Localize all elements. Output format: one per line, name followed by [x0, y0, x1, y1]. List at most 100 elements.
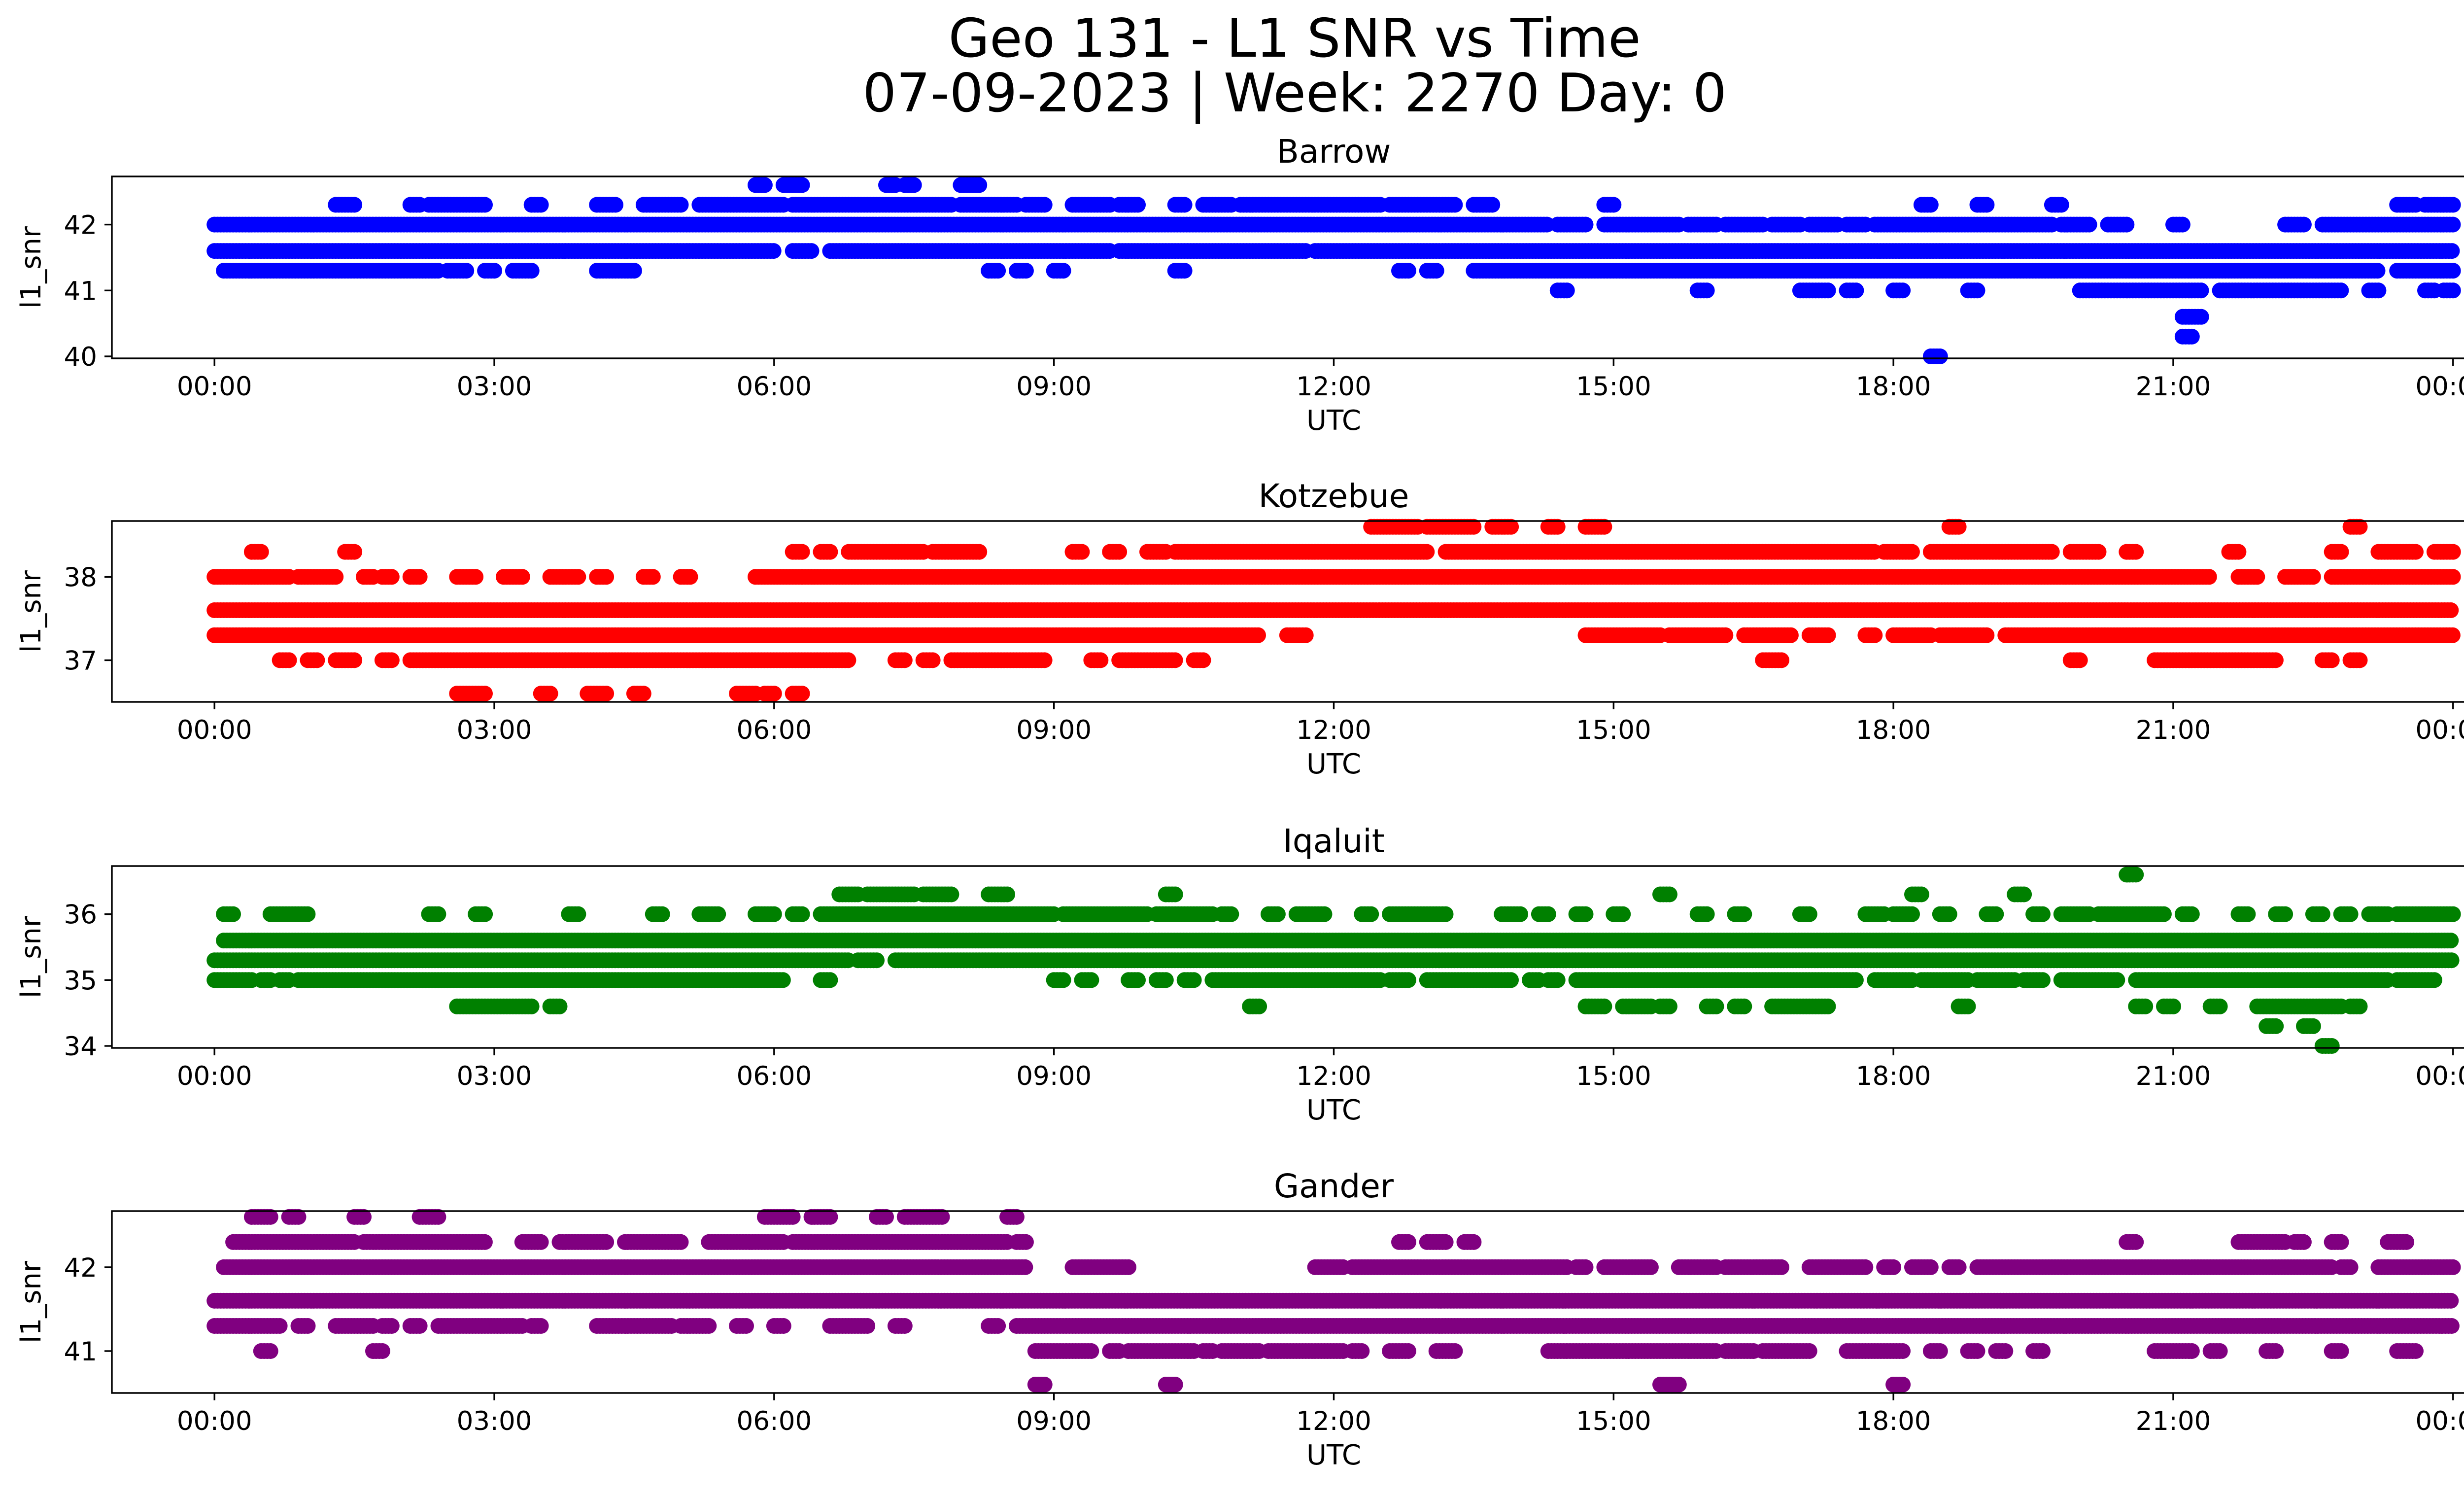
data-point — [328, 569, 344, 585]
data-point — [486, 263, 502, 279]
data-point — [1195, 652, 1211, 668]
data-point — [626, 263, 642, 279]
x-tick-label: 06:00 — [736, 715, 812, 745]
data-point — [2230, 544, 2247, 560]
data-point — [1867, 627, 1883, 643]
data-point — [2324, 652, 2340, 668]
data-point — [1176, 197, 1193, 213]
data-point — [1055, 263, 1071, 279]
data-points — [206, 519, 2461, 702]
data-point — [1969, 282, 1985, 299]
data-point — [608, 197, 623, 213]
data-point — [1895, 282, 1911, 299]
data-point — [2053, 197, 2069, 213]
data-point — [346, 544, 363, 560]
x-tick-label: 09:00 — [1016, 715, 1092, 745]
data-point — [281, 652, 297, 668]
data-point — [2445, 544, 2461, 560]
data-point — [765, 243, 782, 259]
data-point — [2081, 216, 2097, 233]
data-point — [2174, 216, 2190, 233]
data-point — [383, 569, 400, 585]
data-point — [1167, 652, 1183, 668]
data-point — [2072, 652, 2088, 668]
data-point — [2193, 282, 2209, 299]
data-point — [2119, 216, 2135, 233]
data-point — [346, 197, 363, 213]
x-tick-label: 06:00 — [736, 372, 812, 402]
data-point — [1774, 652, 1789, 668]
data-point — [383, 652, 400, 668]
data-point — [924, 652, 941, 668]
data-point — [1782, 627, 1799, 643]
data-point — [2370, 282, 2387, 299]
data-point — [794, 544, 810, 560]
data-point — [1922, 197, 1939, 213]
data-point — [1484, 197, 1501, 213]
data-point — [309, 652, 325, 668]
data-point — [1036, 652, 1053, 668]
data-point — [2444, 627, 2461, 643]
x-tick-label: 03:00 — [457, 715, 532, 745]
data-point — [794, 177, 810, 193]
data-point — [1074, 544, 1090, 560]
data-point — [2295, 216, 2312, 233]
data-point — [1904, 544, 1920, 560]
data-point — [2267, 652, 2284, 668]
data-point — [1820, 627, 1836, 643]
y-tick-label: 40 — [64, 342, 97, 372]
data-point — [2044, 544, 2060, 560]
data-point — [2445, 197, 2461, 213]
data-point — [1848, 282, 1864, 299]
data-point — [477, 197, 493, 213]
data-point — [822, 544, 838, 560]
data-point — [2090, 544, 2107, 560]
x-tick-label: 00:00 — [2415, 372, 2464, 402]
x-tick-label: 18:00 — [1856, 372, 1931, 402]
data-point — [1176, 263, 1193, 279]
x-tick-label: 00:00 — [2415, 715, 2464, 745]
data-point — [756, 177, 773, 193]
figure-subtitle: 07-09-2023 | Week: 2270 Day: 0 — [862, 63, 1726, 124]
data-point — [2184, 328, 2200, 345]
x-tick-label: 03:00 — [457, 372, 532, 402]
x-axis-label: UTC — [1306, 405, 1361, 437]
data-point — [2333, 544, 2349, 560]
data-point — [2305, 569, 2321, 585]
data-point — [2249, 569, 2265, 585]
data-point — [1606, 197, 1622, 213]
data-point — [1130, 197, 1146, 213]
data-point — [346, 652, 363, 668]
data-point — [1400, 263, 1416, 279]
data-point — [2193, 309, 2209, 325]
data-point — [803, 243, 820, 259]
panel-title: Barrow — [1277, 133, 1391, 171]
data-point — [990, 263, 1006, 279]
data-point — [1979, 197, 1995, 213]
data-point — [2445, 263, 2461, 279]
x-tick-label: 00:00 — [177, 715, 252, 745]
data-point — [514, 569, 530, 585]
x-tick-label: 09:00 — [1016, 372, 1092, 402]
data-point — [570, 569, 586, 585]
data-point — [2408, 544, 2424, 560]
data-point — [2445, 282, 2461, 299]
data-point — [1111, 544, 1128, 560]
panel-title: Kotzebue — [1259, 477, 1409, 515]
data-point — [1298, 627, 1314, 643]
data-point — [598, 686, 615, 702]
data-point — [468, 569, 484, 585]
data-point — [971, 544, 988, 560]
data-point — [2369, 263, 2386, 279]
data-point — [1717, 627, 1734, 643]
data-point — [1018, 263, 1034, 279]
data-point — [1820, 282, 1836, 299]
data-point — [840, 652, 856, 668]
data-point — [411, 569, 428, 585]
data-point — [766, 686, 782, 702]
data-point — [1428, 263, 1444, 279]
data-point — [253, 544, 269, 560]
x-tick-label: 12:00 — [1296, 372, 1371, 402]
data-points — [206, 177, 2461, 364]
